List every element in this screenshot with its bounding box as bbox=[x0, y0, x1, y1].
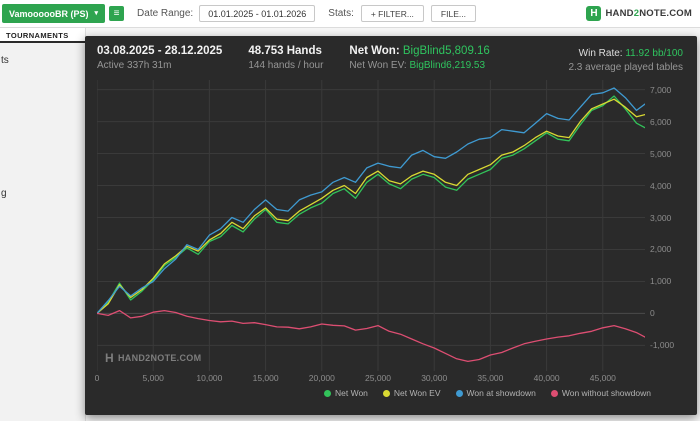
date-range-picker[interactable]: 01.01.2025 - 01.01.2026 bbox=[199, 5, 316, 22]
chart-legend: Net Won Net Won EV Won at showdown Won with… bbox=[85, 388, 697, 398]
y-axis-labels: -1,000 0 1,000 2,000 3,000 4,000 5,000 6,000 7,0… bbox=[645, 80, 700, 371]
legend-item[interactable]: Won at showdown bbox=[455, 388, 536, 398]
active-time: Active 337h 31m bbox=[97, 60, 172, 71]
tab-tournaments[interactable]: TOURNAMENTS bbox=[0, 28, 85, 43]
y-tick-label: 4,000 bbox=[650, 180, 672, 191]
session-date-range: 03.08.2025 - 28.12.2025 bbox=[97, 45, 223, 57]
account-dropdown[interactable]: VamoooooBR (PS) ▾ bbox=[2, 4, 106, 23]
plot-area[interactable]: H HAND2NOTE.COM bbox=[97, 80, 645, 371]
legend-label: Net Won bbox=[334, 388, 368, 398]
y-tick-label: 0 bbox=[650, 308, 655, 319]
legend-label: Won at showdown bbox=[466, 388, 536, 398]
net-won-ev-label: Net Won EV: bbox=[349, 60, 407, 71]
y-tick-label: 1,000 bbox=[650, 276, 672, 287]
account-name: VamoooooBR (PS) bbox=[9, 8, 89, 19]
y-tick-label: 2,000 bbox=[650, 244, 672, 255]
win-rate-summary: Win Rate: 11.92 bb/100 2.3 average playe… bbox=[568, 45, 683, 73]
sidebar: TOURNAMENTS ts g bbox=[0, 28, 86, 421]
x-tick-label: 15,000 bbox=[252, 373, 279, 383]
sidebar-item-fragment[interactable]: ts bbox=[1, 55, 9, 66]
legend-dot-icon bbox=[382, 389, 390, 397]
chart-svg bbox=[97, 80, 645, 371]
x-tick-label: 40,000 bbox=[533, 373, 560, 383]
x-axis-labels: 0 5,000 10,000 15,000 20,000 25,000 30,000 35,0… bbox=[94, 371, 645, 384]
legend-dot-icon bbox=[323, 389, 331, 397]
panel-header: 03.08.2025 - 28.12.2025 Active 337h 31m … bbox=[85, 36, 697, 73]
y-tick-label: -1,000 bbox=[650, 340, 675, 351]
hands-summary: 48.753 Hands 144 hands / hour bbox=[248, 45, 323, 71]
legend-item[interactable]: Net Won bbox=[323, 388, 368, 398]
legend-dot-icon bbox=[550, 389, 558, 397]
stats-label: Stats: bbox=[328, 8, 354, 19]
x-tick-label: 20,000 bbox=[308, 373, 335, 383]
y-tick-label: 3,000 bbox=[650, 212, 672, 223]
topbar: VamoooooBR (PS) ▾ ≡ Date Range: 01.01.20… bbox=[0, 0, 700, 28]
win-rate-label: Win Rate: bbox=[578, 48, 623, 59]
net-won-value: BigBlind5,809.16 bbox=[402, 45, 490, 57]
x-tick-label: 25,000 bbox=[365, 373, 391, 383]
x-tick-label: 30,000 bbox=[421, 373, 448, 383]
x-tick-label: 10,000 bbox=[196, 373, 223, 383]
chevron-down-icon: ▾ bbox=[94, 10, 99, 17]
hand2note-watermark-icon: H bbox=[105, 351, 114, 365]
legend-label: Net Won EV bbox=[393, 388, 441, 398]
net-won-ev-value: BigBlind6,219.53 bbox=[409, 60, 486, 71]
avg-tables: 2.3 average played tables bbox=[568, 62, 683, 73]
quick-stats-button[interactable]: ≡ bbox=[109, 6, 125, 21]
net-won-summary: Net Won: BigBlind5,809.16 Net Won EV: Bi… bbox=[349, 45, 489, 71]
hands-count: 48.753 Hands bbox=[248, 45, 322, 57]
net-won-label: Net Won: bbox=[349, 45, 400, 57]
legend-dot-icon bbox=[455, 389, 463, 397]
grid-icon: ≡ bbox=[113, 7, 120, 19]
brand-text: HAND2NOTE.COM bbox=[605, 8, 692, 19]
watermark: H HAND2NOTE.COM bbox=[105, 351, 201, 365]
x-tick-label: 5,000 bbox=[142, 373, 164, 383]
legend-item[interactable]: Won without showdown bbox=[550, 388, 651, 398]
file-button[interactable]: FILE... bbox=[430, 5, 476, 22]
brand-logo[interactable]: H HAND2NOTE.COM bbox=[586, 6, 692, 21]
filter-button[interactable]: + FILTER... bbox=[360, 5, 424, 22]
sidebar-item-fragment[interactable]: g bbox=[1, 188, 7, 199]
legend-item[interactable]: Net Won EV bbox=[382, 388, 441, 398]
watermark-text: HAND2NOTE.COM bbox=[117, 353, 202, 363]
y-tick-label: 6,000 bbox=[650, 116, 672, 127]
hands-per-hour: 144 hands / hour bbox=[248, 60, 324, 71]
chart: H HAND2NOTE.COM -1,000 0 1,000 2,000 3,000 4,… bbox=[94, 80, 700, 384]
results-panel: 03.08.2025 - 28.12.2025 Active 337h 31m … bbox=[85, 36, 697, 415]
x-tick-label: 0 bbox=[94, 373, 100, 383]
legend-label: Won without showdown bbox=[561, 388, 651, 398]
session-summary: 03.08.2025 - 28.12.2025 Active 337h 31m bbox=[97, 45, 222, 71]
date-range-label: Date Range: bbox=[137, 8, 194, 19]
hand2note-icon: H bbox=[586, 6, 602, 21]
win-rate-value: 11.92 bb/100 bbox=[625, 48, 683, 59]
x-tick-label: 45,000 bbox=[589, 373, 616, 383]
y-tick-label: 5,000 bbox=[650, 148, 672, 159]
y-tick-label: 7,000 bbox=[650, 84, 672, 95]
x-tick-label: 35,000 bbox=[477, 373, 504, 383]
